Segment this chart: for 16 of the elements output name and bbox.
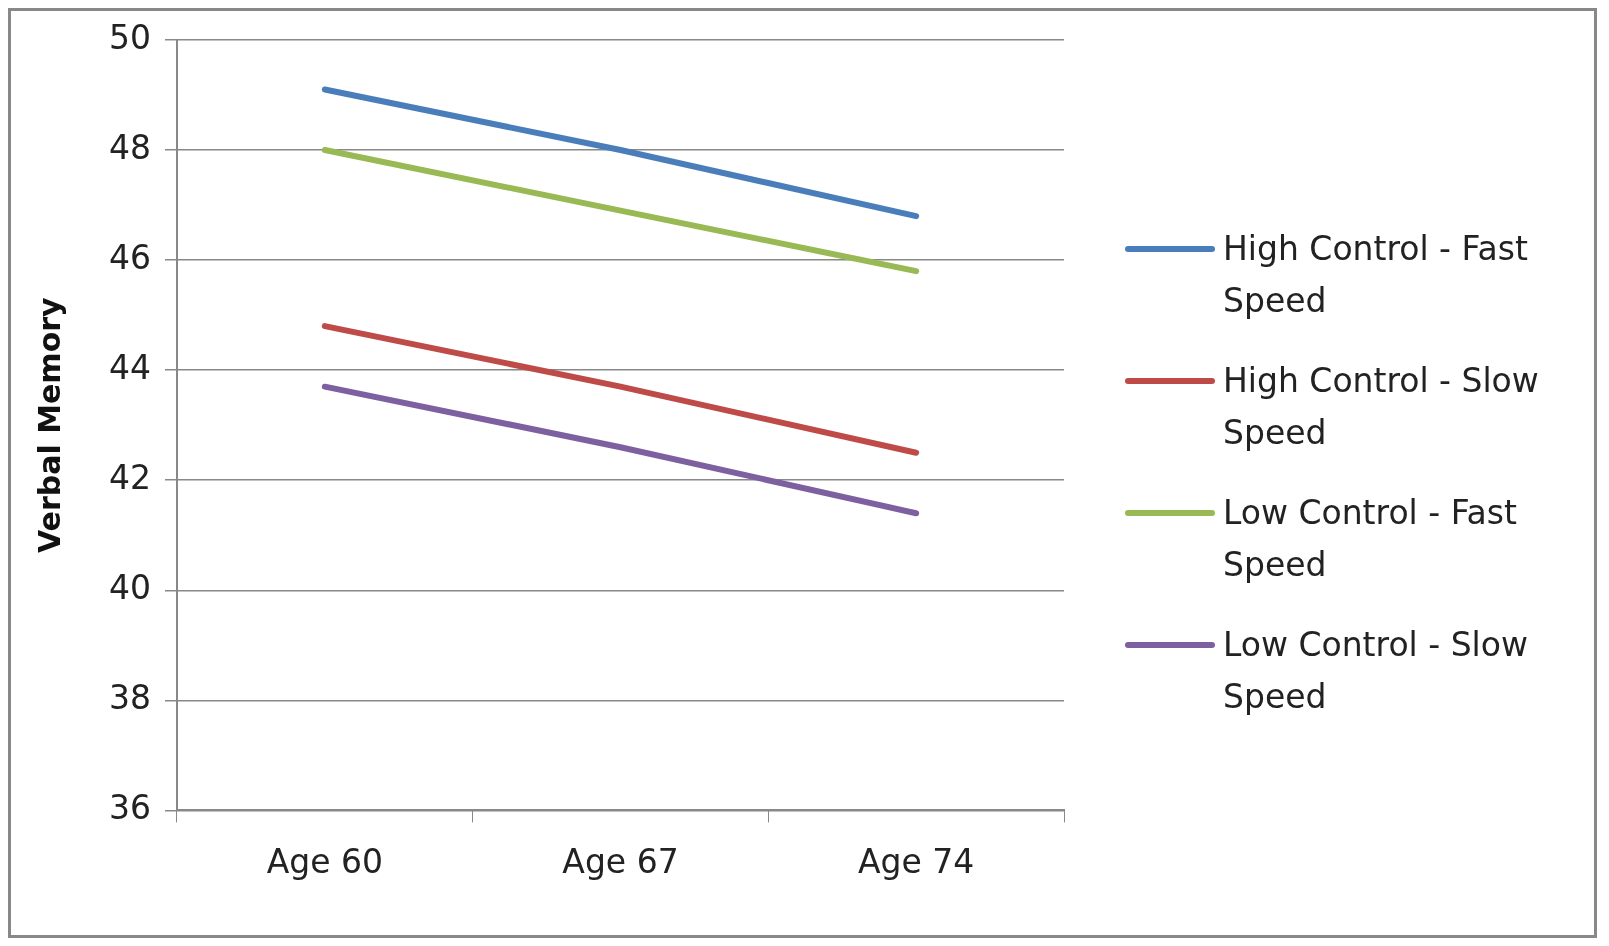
y-tick-label: 46 [108, 237, 151, 277]
y-tick-label: 48 [108, 127, 151, 167]
legend-label: Low Control - Slow Speed [1223, 624, 1529, 718]
x-tick-label: Age 74 [858, 841, 975, 881]
y-tick-label: 44 [108, 347, 151, 387]
legend-label: High Control - Fast Speed [1223, 228, 1529, 322]
y-tick-label: 42 [108, 457, 151, 497]
y-axis-title: Verbal Memory [31, 296, 67, 553]
x-tick-label: Age 60 [266, 841, 383, 881]
y-tick-label: 36 [108, 787, 151, 827]
x-tick-label: Age 67 [562, 841, 679, 881]
y-tick-label: 50 [108, 17, 151, 57]
legend-label: High Control - Slow Speed [1223, 360, 1540, 454]
y-tick-label: 40 [108, 567, 151, 607]
y-tick-label: 38 [108, 677, 151, 717]
legend-label: Low Control - Fast Speed [1223, 492, 1518, 586]
